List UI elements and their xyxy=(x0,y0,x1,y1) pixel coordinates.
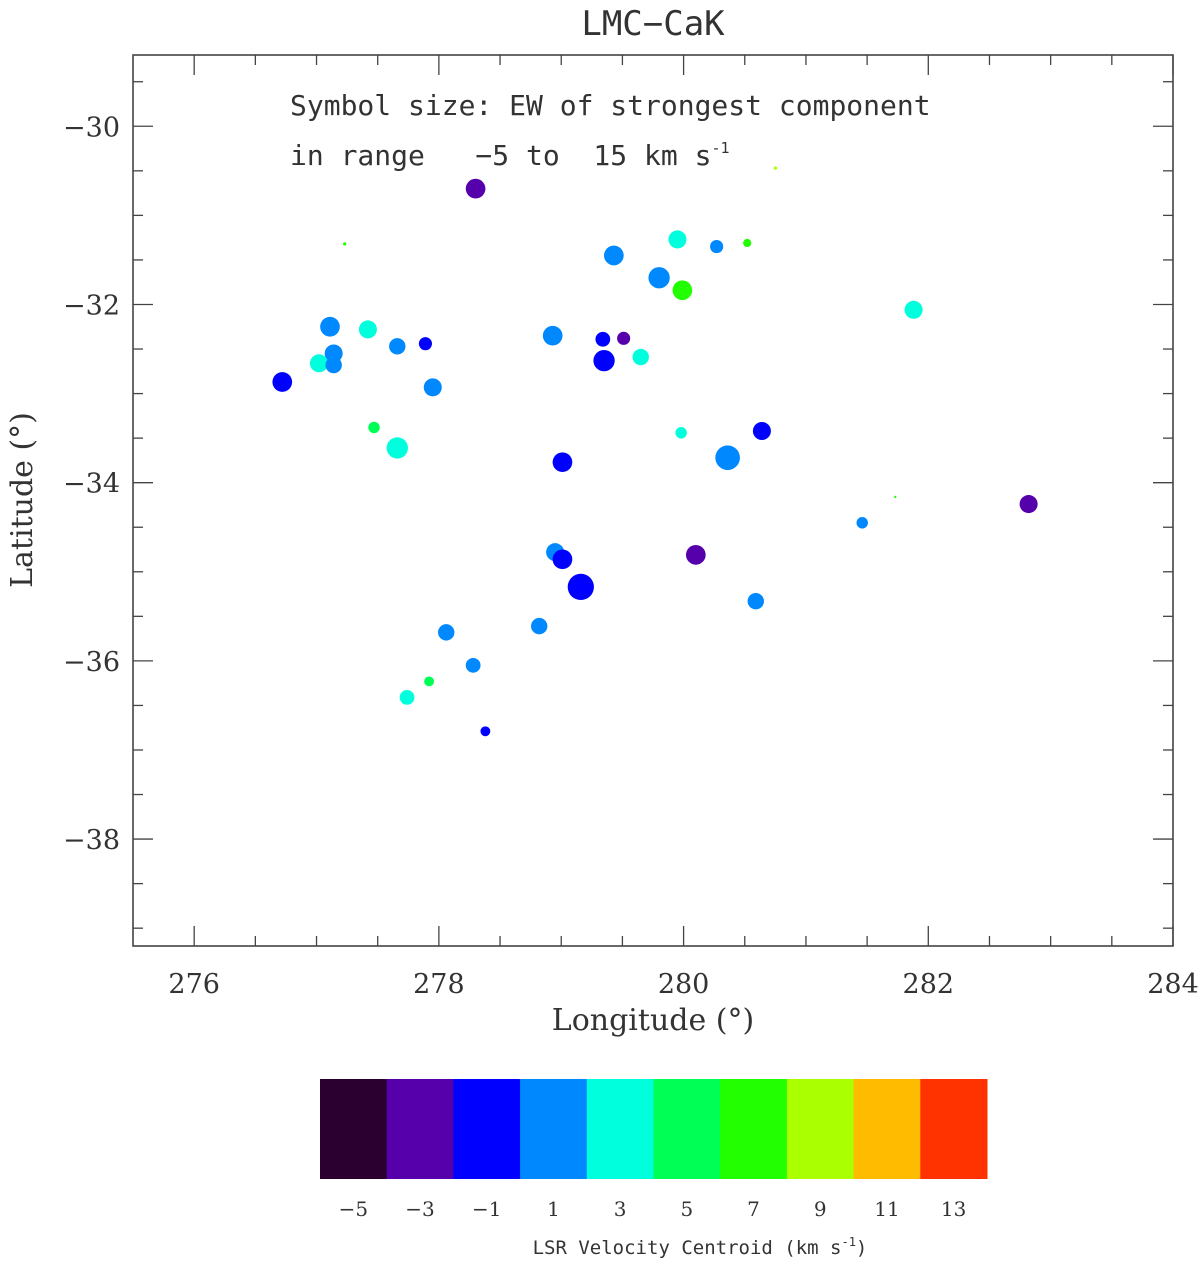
colorbar-tick-label: 1 xyxy=(547,1197,560,1221)
y-tick-label: −36 xyxy=(63,647,120,678)
colorbar-bin xyxy=(520,1079,588,1179)
scatter-point xyxy=(465,657,481,673)
scatter-point xyxy=(904,300,923,319)
x-tick-label: 278 xyxy=(413,969,465,1000)
colorbar-tick-label: 5 xyxy=(680,1197,693,1221)
colorbar-tick-label: 9 xyxy=(814,1197,827,1221)
colorbar: −5 −3 −1 1 3 5 7 9 11 13 xyxy=(320,1079,988,1221)
scatter-point xyxy=(343,242,347,246)
colorbar-title-close: ) xyxy=(856,1237,867,1259)
scatter-point xyxy=(368,421,380,434)
colorbar-bin xyxy=(653,1079,721,1179)
scatter-point xyxy=(465,178,486,199)
x-tick-label: 284 xyxy=(1147,969,1199,1000)
scatter-point xyxy=(595,331,611,347)
y-tick-label: −30 xyxy=(63,112,120,143)
scatter-point xyxy=(567,573,594,601)
colorbar-bin xyxy=(320,1079,388,1179)
note-superscript: -1 xyxy=(711,139,729,157)
colorbar-bin xyxy=(386,1079,454,1179)
scatter-point xyxy=(272,372,293,392)
scatter-point xyxy=(773,166,777,170)
scatter-point xyxy=(386,437,408,459)
scatter-point xyxy=(752,421,771,441)
y-tick-label: −34 xyxy=(63,469,120,500)
scatter-point xyxy=(856,517,868,529)
scatter-point xyxy=(617,331,631,345)
colorbar-bin xyxy=(920,1079,988,1179)
x-axis-ticks: 276 278 280 282 284 xyxy=(168,55,1199,1000)
scatter-point xyxy=(685,545,706,565)
colorbar-tick-label: 11 xyxy=(874,1197,899,1221)
scatter-point xyxy=(632,348,649,366)
scatter-point xyxy=(531,617,548,635)
symbol-size-note-line2: in range −5 to 15 km s-1 xyxy=(290,139,730,172)
scatter-point xyxy=(715,445,740,471)
scatter-point xyxy=(389,338,406,355)
scatter-point xyxy=(747,592,764,610)
colorbar-tick-label: 13 xyxy=(941,1197,966,1221)
scatter-point xyxy=(710,240,724,254)
scatter-point xyxy=(423,378,442,397)
colorbar-title-superscript: -1 xyxy=(841,1235,855,1249)
colorbar-tick-label: 7 xyxy=(747,1197,760,1221)
scatter-point xyxy=(894,495,897,499)
scatter-point xyxy=(424,676,435,687)
x-tick-label: 276 xyxy=(168,969,220,1000)
scatter-point xyxy=(743,238,752,248)
scatter-point xyxy=(552,452,573,473)
scatter-point xyxy=(399,690,415,705)
scatter-points xyxy=(272,166,1038,737)
scatter-point xyxy=(418,337,432,351)
y-tick-label: −38 xyxy=(63,825,120,856)
scatter-point xyxy=(358,320,377,339)
scatter-point xyxy=(552,549,573,570)
note-text: in range −5 to 15 km s xyxy=(290,139,711,172)
colorbar-tick-label: −1 xyxy=(472,1197,501,1221)
chart-title: LMC−CaK xyxy=(581,4,725,44)
x-axis-title: Longitude (°) xyxy=(552,1003,754,1038)
colorbar-bin xyxy=(720,1079,788,1179)
symbol-size-note-line1: Symbol size: EW of strongest component xyxy=(290,89,931,122)
scatter-point xyxy=(675,427,687,439)
y-axis-ticks: −30 −32 −34 −36 −38 xyxy=(63,81,1173,929)
scatter-point xyxy=(325,356,342,374)
colorbar-tick-label: −3 xyxy=(405,1197,434,1221)
y-axis-title: Latitude (°) xyxy=(5,412,40,588)
scatter-point xyxy=(593,349,615,372)
colorbar-tick-label: 3 xyxy=(614,1197,627,1221)
scatter-point xyxy=(320,316,340,337)
colorbar-bin xyxy=(786,1079,855,1179)
scatter-point xyxy=(604,245,624,266)
x-tick-label: 280 xyxy=(658,969,710,1000)
colorbar-bin xyxy=(586,1079,654,1179)
scatter-point xyxy=(542,325,563,346)
scatter-point xyxy=(668,230,687,249)
scatter-point xyxy=(648,267,670,289)
scatter-point xyxy=(480,726,491,737)
scatter-point xyxy=(309,354,328,373)
colorbar-title-text: LSR Velocity Centroid (km s xyxy=(533,1237,842,1259)
y-tick-label: −32 xyxy=(63,290,120,321)
plot-frame xyxy=(132,54,1174,947)
colorbar-tick-label: −5 xyxy=(339,1197,368,1221)
scatter-point xyxy=(438,624,455,641)
scatter-point xyxy=(1019,495,1038,514)
x-tick-label: 282 xyxy=(903,969,955,1000)
colorbar-title: LSR Velocity Centroid (km s-1) xyxy=(533,1235,868,1259)
colorbar-bin xyxy=(853,1079,921,1179)
scatter-point xyxy=(672,280,693,301)
colorbar-bin xyxy=(453,1079,521,1179)
scatter-point xyxy=(324,344,343,363)
plot-border xyxy=(132,54,1174,947)
